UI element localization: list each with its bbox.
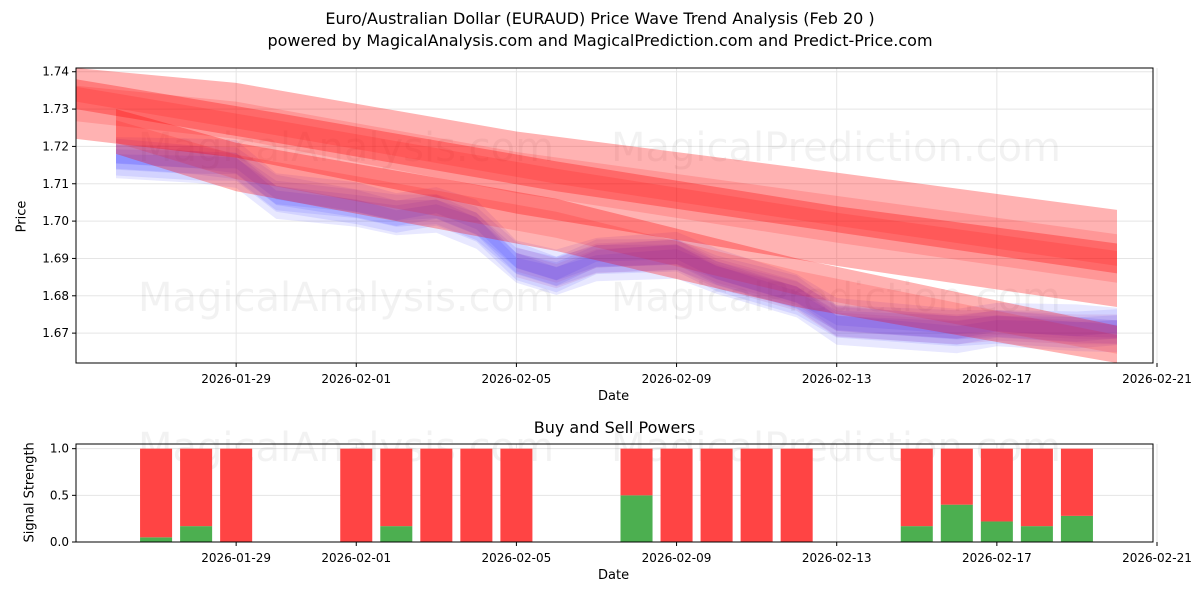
sell-wave-band-core bbox=[76, 86, 1117, 266]
price-y-tick-label: 1.73 bbox=[42, 102, 69, 116]
chart-subtitle: powered by MagicalAnalysis.com and Magic… bbox=[267, 31, 933, 50]
power-x-tick-label: 2026-02-21 bbox=[1122, 551, 1192, 565]
buy-power-bar bbox=[1020, 526, 1053, 542]
sell-power-bar bbox=[220, 448, 253, 542]
sell-wave-band bbox=[76, 79, 1117, 274]
price-x-tick-label: 2026-02-01 bbox=[321, 372, 391, 386]
sell-power-bar bbox=[940, 448, 973, 505]
buy-power-bar bbox=[140, 537, 173, 542]
buy-power-bar bbox=[1060, 515, 1093, 542]
sell-wave-band bbox=[76, 68, 1117, 307]
chart-title: Euro/Australian Dollar (EURAUD) Price Wa… bbox=[325, 9, 875, 28]
buy-wave-band bbox=[116, 144, 1117, 342]
price-x-tick-label: 2026-02-05 bbox=[482, 372, 552, 386]
sell-power-bar bbox=[660, 448, 693, 542]
power-y-tick-label: 1.0 bbox=[50, 442, 69, 456]
power-y-tick-label: 0.0 bbox=[50, 535, 69, 549]
price-y-axis-label: Price bbox=[14, 200, 30, 233]
sell-power-bar bbox=[740, 448, 773, 542]
power-x-tick-label: 2026-01-29 bbox=[201, 551, 271, 565]
sell-power-bar bbox=[180, 448, 213, 527]
price-y-tick-label: 1.68 bbox=[42, 289, 69, 303]
power-x-tick-label: 2026-02-13 bbox=[802, 551, 872, 565]
price-watermarks: MagicalAnalysis.com MagicalPrediction.com… bbox=[138, 125, 1061, 321]
overlap-wave-band bbox=[516, 245, 1117, 339]
price-y-tick-label: 1.71 bbox=[42, 177, 69, 191]
power-bars bbox=[140, 448, 1093, 542]
buy-wave-band bbox=[116, 138, 1117, 349]
power-x-tick-label: 2026-02-01 bbox=[321, 551, 391, 565]
sell-power-bar bbox=[380, 448, 413, 527]
sell-power-bar bbox=[780, 448, 813, 542]
price-x-tick-label: 2026-02-21 bbox=[1122, 372, 1192, 386]
price-y-tick-label: 1.67 bbox=[42, 326, 69, 340]
power-axes-frame bbox=[75, 443, 1154, 543]
watermark-text: MagicalAnalysis.com bbox=[138, 125, 554, 171]
sell-wave-band bbox=[116, 109, 1117, 363]
sell-power-bar bbox=[460, 448, 493, 542]
power-ticks: 2026-01-29 2026-02-01 2026-02-05 2026-02-09… bbox=[50, 442, 1192, 565]
sell-power-bar bbox=[420, 448, 453, 542]
sell-power-bar bbox=[1020, 448, 1053, 527]
price-axes-frame bbox=[75, 67, 1154, 364]
price-x-tick-label: 2026-01-29 bbox=[201, 372, 271, 386]
price-bands bbox=[76, 68, 1117, 363]
power-x-tick-label: 2026-02-05 bbox=[482, 551, 552, 565]
watermark-text: MagicalPrediction.com bbox=[611, 125, 1061, 171]
sell-power-bar bbox=[980, 448, 1013, 522]
price-x-tick-label: 2026-02-17 bbox=[962, 372, 1032, 386]
power-x-tick-label: 2026-02-17 bbox=[962, 551, 1032, 565]
power-x-axis-label: Date bbox=[598, 568, 630, 583]
buy-wave-band bbox=[116, 137, 1117, 354]
price-y-tick-label: 1.69 bbox=[42, 251, 69, 265]
buy-power-bar bbox=[940, 504, 973, 542]
price-y-tick-label: 1.70 bbox=[42, 214, 69, 228]
sell-wave-band-core bbox=[116, 120, 1117, 354]
price-y-tick-label: 1.72 bbox=[42, 139, 69, 153]
price-x-tick-label: 2026-02-09 bbox=[642, 372, 712, 386]
buy-power-bar bbox=[620, 495, 653, 542]
overlap-wave-band bbox=[516, 239, 1117, 345]
buy-power-bar bbox=[900, 526, 933, 542]
sell-wave-band-core bbox=[76, 85, 1117, 283]
sell-power-bar bbox=[900, 448, 933, 527]
buy-power-bar bbox=[180, 526, 213, 542]
watermark-text: MagicalAnalysis.com bbox=[138, 275, 554, 321]
power-chart-title: Buy and Sell Powers bbox=[533, 418, 696, 437]
buy-wave-band bbox=[116, 144, 1117, 345]
sell-power-bar bbox=[140, 448, 173, 538]
price-grid bbox=[76, 68, 1158, 363]
buy-wave-band bbox=[116, 149, 1117, 339]
price-ticks: 2026-01-29 2026-02-01 2026-02-05 2026-02-09… bbox=[42, 65, 1192, 386]
sell-power-bar bbox=[500, 448, 533, 542]
sell-power-bar bbox=[700, 448, 733, 542]
price-y-tick-label: 1.74 bbox=[42, 65, 69, 79]
buy-power-bar bbox=[980, 521, 1013, 542]
price-x-tick-label: 2026-02-13 bbox=[802, 372, 872, 386]
sell-power-bar bbox=[340, 448, 373, 542]
sell-power-bar bbox=[620, 448, 653, 496]
power-x-tick-label: 2026-02-09 bbox=[642, 551, 712, 565]
sell-power-bar bbox=[1060, 448, 1093, 516]
price-x-axis-label: Date bbox=[598, 389, 630, 404]
buy-power-bar bbox=[380, 526, 413, 542]
power-y-tick-label: 0.5 bbox=[50, 488, 69, 502]
power-y-axis-label: Signal Strength bbox=[22, 442, 38, 543]
watermark-text: MagicalPrediction.com bbox=[611, 275, 1061, 321]
